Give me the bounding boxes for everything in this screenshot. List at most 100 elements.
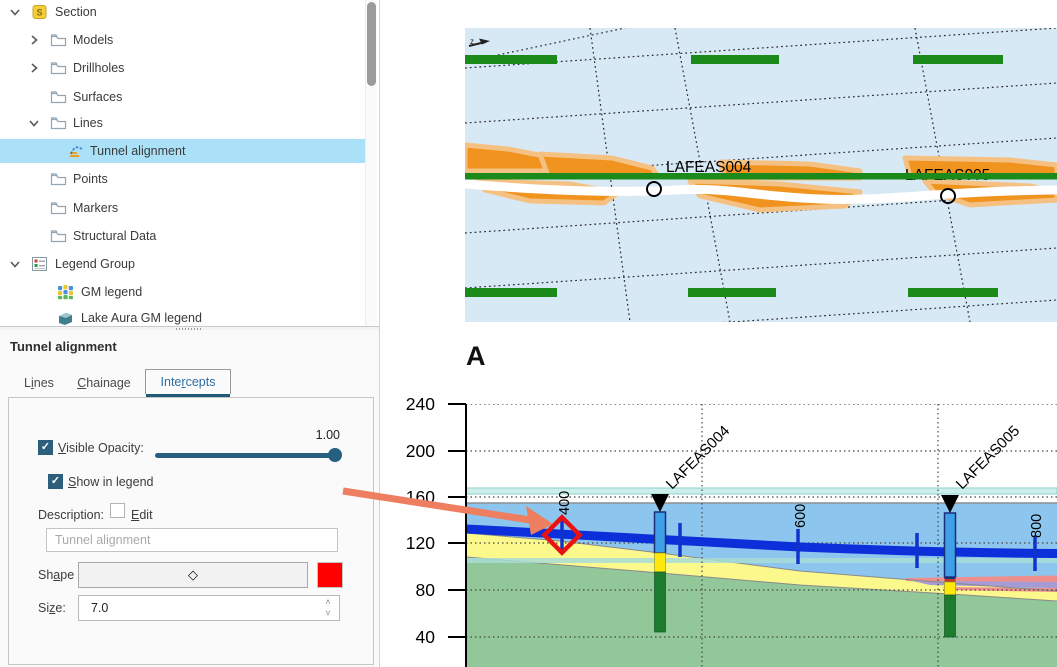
layer-boundary-line [466,556,1057,602]
panel-splitter[interactable] [0,326,379,331]
drillhole-LAFEAS005-trace [941,495,959,638]
description-label: Description: [38,508,104,522]
drillhole-collar-marker [940,188,956,204]
drillhole-label: LAFEAS004 [663,422,733,492]
unit-salmon [906,575,1057,582]
tree-item-points[interactable]: Points [0,167,366,191]
tree-item-markers[interactable]: Markers [0,196,366,220]
chevron-right-icon[interactable] [27,33,41,47]
folder-icon [50,230,67,243]
size-label: Size: [38,601,66,615]
tree-scrollbar-thumb[interactable] [367,2,376,86]
chevron-down-icon[interactable] [8,257,22,271]
show-in-legend-checkbox[interactable]: ✓ [48,474,63,489]
chevron-right-icon[interactable] [27,61,41,75]
chevron-down-icon[interactable] [8,5,22,19]
opacity-value: 1.00 [315,428,340,442]
y-tick-label: 80 [416,580,436,600]
tab-chainage[interactable]: Chainage [77,376,131,390]
tree-item-legend-group[interactable]: Legend Group [0,252,366,276]
map-section-extent-dashes [465,55,1003,297]
y-tick-label: 160 [406,487,435,507]
section-start-label: A [466,341,486,371]
section-view-canvas[interactable]: 400 600 800 LAFEAS004 LAFEAS005 240 200 … [390,335,1057,667]
folder-icon [50,202,67,215]
visible-label: Visible [58,441,95,455]
map-tunnel-alignment-line [465,179,1057,204]
map-section-line [465,173,1057,180]
svg-text:z: z [470,37,474,46]
tree-item-label: Section [55,5,97,19]
tab-lines[interactable]: Lines [24,376,54,390]
tree-item-lines[interactable]: Lines [0,111,366,135]
spinner-up-icon[interactable]: ˄ [325,597,331,607]
show-in-legend-label: Show in legend [68,475,154,489]
tree-item-label: Lake Aura GM legend [81,311,202,325]
gm-legend-icon [58,285,73,300]
chainage-tick-marks [560,518,1037,571]
panel-title: Tunnel alignment [10,339,117,354]
opacity-slider[interactable] [155,448,342,462]
y-tick-label: 40 [416,627,436,647]
opacity-slider-thumb[interactable] [328,448,342,462]
folder-icon [50,117,67,130]
section-icon: S [32,5,47,19]
chevron-down-icon[interactable] [27,116,41,130]
y-tick-label: 240 [406,394,435,414]
folder-icon [50,173,67,186]
lake-aura-legend-icon [59,313,72,325]
map-drillhole-label: LAFEAS004 [666,159,752,176]
unit-yellow [466,533,1057,601]
chainage-label: 400 [557,491,573,515]
tree-item-surfaces[interactable]: Surfaces [0,85,366,109]
shape-dropdown[interactable]: ◇ [78,562,308,588]
tree-item-gm-legend[interactable]: GM legend [0,280,366,304]
drillhole-collar-marker [646,181,662,197]
cyan-marker-line-lower [466,558,1057,563]
edit-label: Edit [131,508,153,522]
plan-view-canvas[interactable]: LAFEAS005 LAFEAS004 z [390,0,1057,335]
tree-item-lake-aura-gm-legend[interactable]: Lake Aura GM legend [0,306,366,330]
cyan-marker-line-upper [466,487,1057,495]
tree-scrollbar[interactable] [365,0,377,326]
folder-icon [50,34,67,47]
elevation-axis: 240 200 160 120 80 40 [406,394,467,667]
y-tick-label: 200 [406,441,435,461]
tree-item-section[interactable]: S Section [0,0,366,24]
description-input[interactable] [46,528,338,552]
opacity-label: Opacity: [98,441,144,455]
tree-item-structural-data[interactable]: Structural Data [0,224,366,248]
tree-item-drillholes[interactable]: Drillholes [0,56,366,80]
panel-divider [379,0,380,667]
tree-item-label: Drillholes [73,61,125,75]
spinner-down-icon[interactable]: ˅ [325,608,331,618]
splitter-grip-icon [176,328,202,331]
tree-item-label: Lines [73,116,103,130]
drillhole-LAFEAS004-trace [651,494,669,633]
project-tree-panel: S Section Models Drillholes Surfaces Lin… [0,0,378,326]
tunnel-alignment-icon [70,146,83,157]
shape-color-swatch[interactable] [317,562,343,588]
section-gridlines [466,404,1057,667]
y-tick-label: 120 [406,533,435,553]
size-field[interactable]: 7.0 ˄ ˅ [78,595,340,621]
tree-item-models[interactable]: Models [0,28,366,52]
legend-group-icon [32,257,47,271]
tree-item-tunnel-alignment[interactable]: Tunnel alignment [0,139,366,163]
axis-indicator-icon: z [468,37,490,47]
intercept-diamond-marker [541,514,583,556]
tab-intercepts[interactable]: Intercepts [145,369,231,398]
shape-label: Shape [38,568,75,582]
tree-item-label: Tunnel alignment [90,144,186,158]
visible-checkbox[interactable]: ✓ [38,440,53,455]
edit-description-checkbox[interactable] [110,503,125,518]
tree-item-label: GM legend [81,285,143,299]
tree-item-label: Structural Data [73,229,157,243]
size-value: 7.0 [91,601,109,615]
chainage-label: 600 [793,504,809,528]
tree-item-label: Surfaces [73,90,123,104]
folder-icon [50,91,67,104]
drillhole-label: LAFEAS005 [953,422,1023,492]
tab-label: Intercepts [160,375,216,389]
